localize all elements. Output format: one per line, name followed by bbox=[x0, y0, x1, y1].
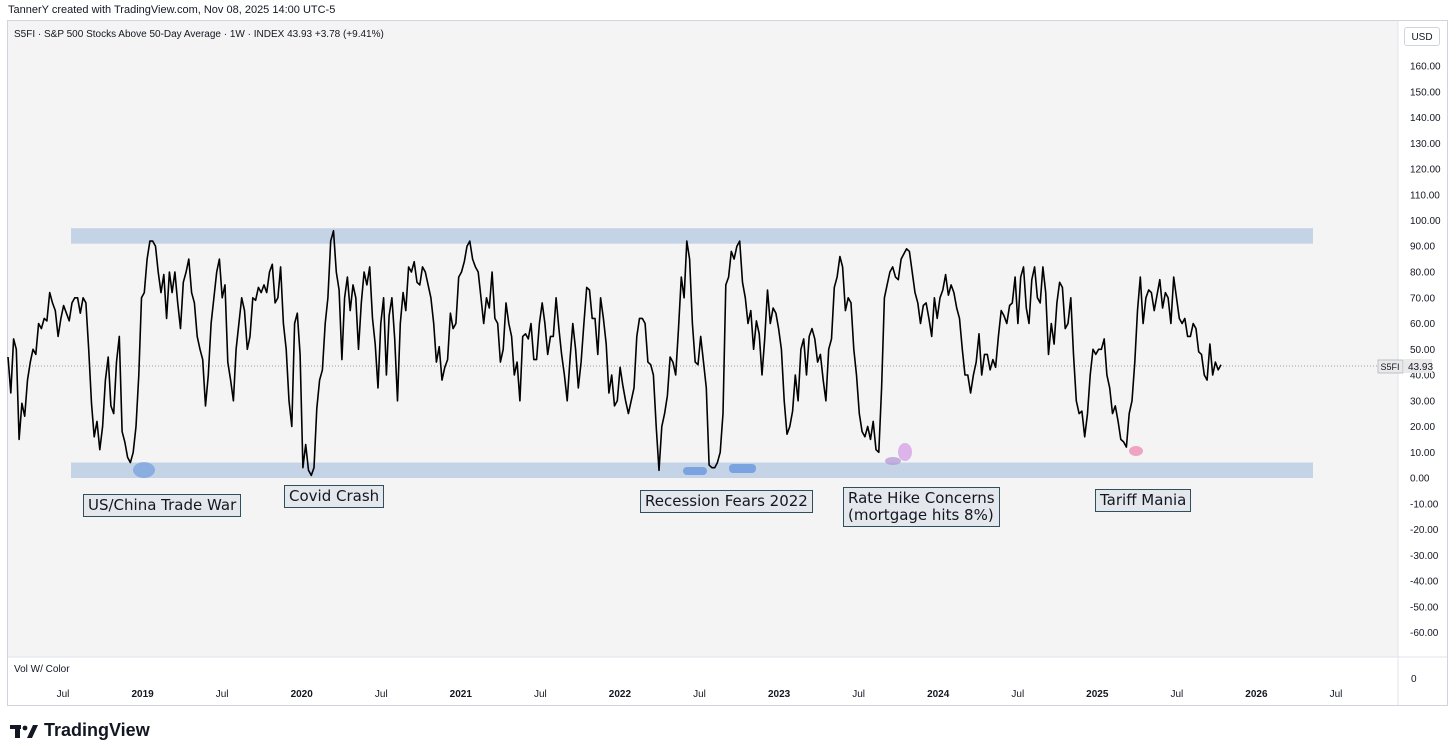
y-tick-label: 10.00 bbox=[1410, 448, 1435, 459]
y-tick-label: 90.00 bbox=[1410, 242, 1435, 253]
highlight-recession-2 bbox=[729, 464, 756, 473]
y-tick-label: -30.00 bbox=[1410, 551, 1439, 562]
annotation-recession[interactable]: Recession Fears 2022 bbox=[640, 490, 813, 513]
symbol-info: S5FI · S&P 500 Stocks Above 50-Day Avera… bbox=[14, 29, 384, 40]
x-tick-label: 2026 bbox=[1245, 689, 1268, 700]
price-tag-symbol-box bbox=[1377, 359, 1404, 374]
x-tick-label: Jul bbox=[1011, 689, 1024, 700]
y-tick-label: 150.00 bbox=[1410, 87, 1441, 98]
x-tick-label: 2020 bbox=[291, 689, 314, 700]
bands-layer bbox=[71, 228, 1313, 478]
y-tick-label: 50.00 bbox=[1410, 345, 1435, 356]
y-tick-label: -50.00 bbox=[1410, 602, 1439, 613]
y-tick-label: 130.00 bbox=[1410, 139, 1441, 150]
highlight-rate-hike-1 bbox=[885, 457, 901, 465]
highlight-tariff bbox=[1129, 446, 1143, 456]
x-tick-label: 2024 bbox=[927, 689, 950, 700]
y-tick-label: -40.00 bbox=[1410, 577, 1439, 588]
price-tag-value-box bbox=[1404, 359, 1432, 373]
highlight-recession-1 bbox=[683, 467, 707, 475]
x-tick-label: 2022 bbox=[609, 689, 632, 700]
y-tick-label: 80.00 bbox=[1410, 268, 1435, 279]
plot-area bbox=[8, 21, 1398, 657]
series-layer bbox=[7, 230, 1222, 477]
tradingview-brand: TradingView bbox=[44, 720, 150, 740]
x-tick-label: Jul bbox=[57, 689, 70, 700]
price-tag-symbol: S5FI bbox=[1380, 362, 1399, 372]
y-tick-label: -10.00 bbox=[1410, 499, 1439, 510]
highlight-layer bbox=[133, 443, 1143, 478]
highlight-trade-war bbox=[133, 462, 155, 478]
x-tick-label: Jul bbox=[375, 689, 388, 700]
y-tick-label: 70.00 bbox=[1410, 293, 1435, 304]
x-tick-label: Jul bbox=[1171, 689, 1184, 700]
volume-label[interactable]: Vol W/ Color bbox=[14, 664, 70, 675]
annotation-tariff[interactable]: Tariff Mania bbox=[1095, 489, 1192, 512]
y-tick-label: 110.00 bbox=[1410, 190, 1440, 201]
volume-axis-value: 0 bbox=[1411, 674, 1417, 685]
price-tag-value: 43.93 bbox=[1408, 362, 1433, 373]
y-tick-label: 20.00 bbox=[1410, 422, 1435, 433]
x-tick-label: Jul bbox=[216, 689, 229, 700]
tradingview-logo-icon bbox=[10, 724, 38, 738]
y-tick-label: 160.00 bbox=[1410, 62, 1441, 73]
y-tick-label: 100.00 bbox=[1410, 216, 1441, 227]
x-tick-label: Jul bbox=[1330, 689, 1343, 700]
annotation-covid[interactable]: Covid Crash bbox=[284, 485, 385, 508]
highlight-rate-hike-2 bbox=[898, 443, 912, 461]
x-tick-label: Jul bbox=[852, 689, 865, 700]
y-tick-label: 140.00 bbox=[1410, 113, 1441, 124]
x-tick-label: 2023 bbox=[768, 689, 791, 700]
x-tick-label: 2025 bbox=[1086, 689, 1109, 700]
tradingview-logo[interactable]: TradingView bbox=[10, 720, 150, 741]
series-line-s5fi bbox=[7, 230, 1222, 477]
currency-button[interactable]: USD bbox=[1404, 27, 1440, 46]
x-axis: Jul 2019 Jul 2020 Jul 2021 Jul 2022 Jul 2023 Jul 20… bbox=[57, 689, 1343, 700]
annotation-rate-hike[interactable]: Rate Hike Concerns (mortgage hits 8%) bbox=[843, 487, 1000, 527]
y-tick-label: 60.00 bbox=[1410, 319, 1435, 330]
annotation-trade-war[interactable]: US/China Trade War bbox=[83, 494, 242, 517]
y-tick-label: 0.00 bbox=[1410, 474, 1430, 485]
x-tick-label: Jul bbox=[534, 689, 547, 700]
x-tick-label: 2019 bbox=[131, 689, 154, 700]
chart-credit: TannerY created with TradingView.com, No… bbox=[8, 4, 336, 16]
x-tick-label: 2021 bbox=[450, 689, 473, 700]
price-tag: S5FI 43.93 bbox=[1377, 359, 1433, 374]
y-tick-label: 120.00 bbox=[1410, 165, 1441, 176]
y-tick-label: 40.00 bbox=[1410, 371, 1435, 382]
y-tick-label: 30.00 bbox=[1410, 396, 1435, 407]
y-tick-label: -60.00 bbox=[1410, 628, 1439, 639]
y-axis: 160.00 150.00 140.00 130.00 120.00 110.00 100.… bbox=[1410, 62, 1441, 640]
x-tick-label: Jul bbox=[693, 689, 706, 700]
y-tick-label: -20.00 bbox=[1410, 525, 1439, 536]
range-band-top bbox=[71, 228, 1313, 244]
